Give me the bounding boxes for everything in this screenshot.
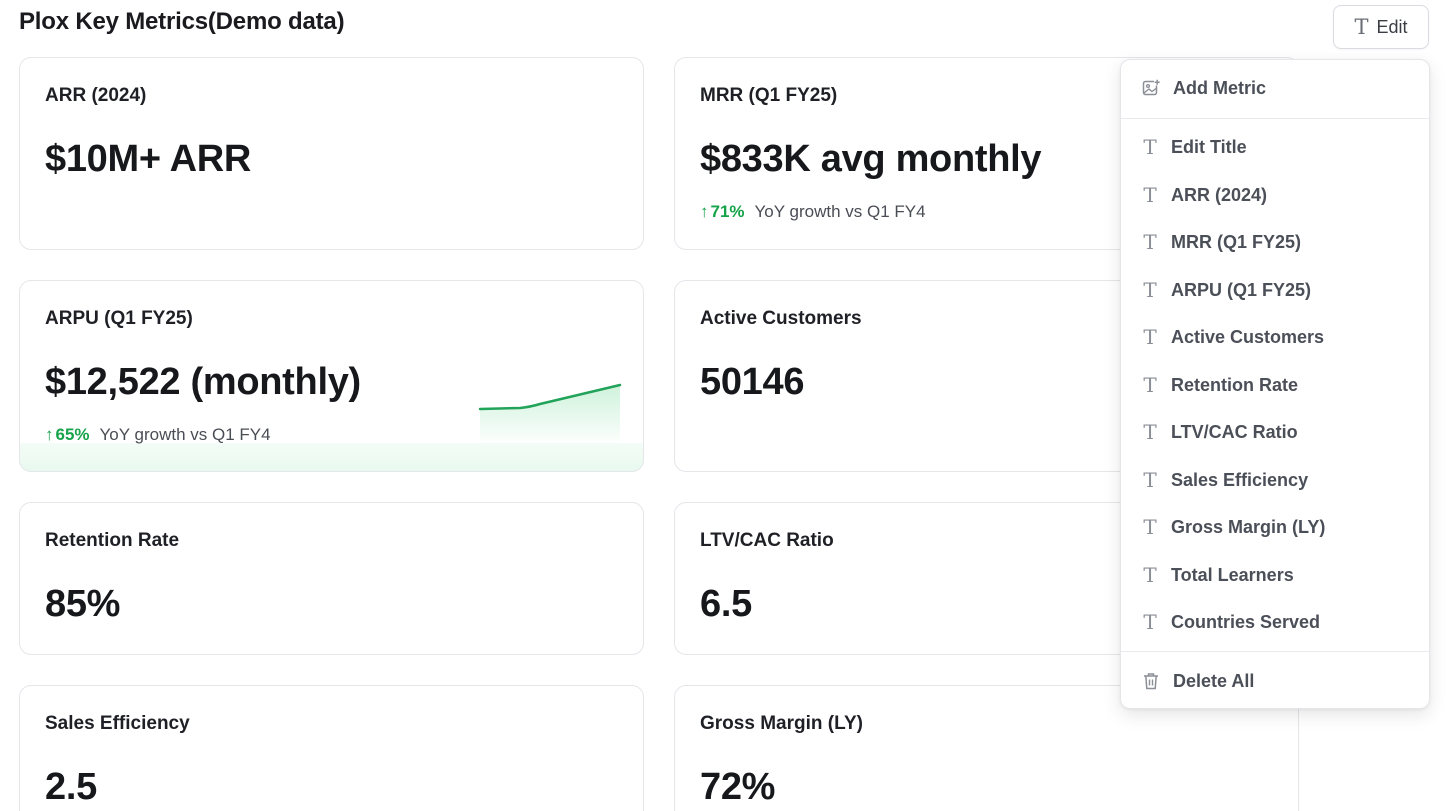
metric-label: Retention Rate	[45, 530, 180, 551]
metric-delta: ↑ 65% YoY growth vs Q1 FY4	[45, 425, 271, 445]
arrow-up-icon: ↑	[700, 202, 709, 221]
metric-value: 6.5	[700, 583, 752, 625]
menu-item-total-learners[interactable]: T Total Learners	[1141, 559, 1294, 591]
delta-percent: 71%	[710, 202, 745, 221]
metric-value: 85%	[45, 583, 121, 625]
page-title: Plox Key Metrics(Demo data)	[19, 8, 345, 35]
menu-item-active-customers[interactable]: T Active Customers	[1141, 321, 1324, 353]
delta-percent: 65%	[55, 425, 90, 444]
menu-item-ltv-cac[interactable]: T LTV/CAC Ratio	[1141, 416, 1298, 448]
menu-item-edit-title[interactable]: T Edit Title	[1141, 131, 1247, 163]
text-t-icon: T	[1354, 15, 1369, 39]
menu-divider	[1121, 118, 1429, 119]
metric-value: 2.5	[45, 766, 97, 808]
menu-item-label: LTV/CAC Ratio	[1171, 421, 1298, 442]
delta-description: YoY growth vs Q1 FY4	[99, 425, 271, 444]
metric-label: Active Customers	[700, 308, 862, 329]
sparkline-band	[20, 443, 643, 471]
metric-value: $833K avg monthly	[700, 138, 1042, 180]
delta-group: ↑ 71%	[700, 202, 745, 222]
metric-label: MRR (Q1 FY25)	[700, 85, 838, 106]
metric-card-arpu[interactable]: ARPU (Q1 FY25) $12,522 (monthly) ↑ 65% Yo…	[19, 280, 644, 472]
sparkline-chart	[478, 383, 622, 441]
delta-description: YoY growth vs Q1 FY4	[754, 202, 926, 221]
sparkline-line	[478, 383, 622, 411]
image-plus-icon	[1142, 79, 1161, 96]
arrow-up-icon: ↑	[45, 425, 54, 444]
menu-item-label: Add Metric	[1173, 77, 1267, 98]
menu-item-label: Edit Title	[1171, 136, 1247, 157]
metric-label: Sales Efficiency	[45, 713, 190, 734]
menu-item-retention-rate[interactable]: T Retention Rate	[1141, 369, 1298, 401]
text-t-icon: T	[1143, 278, 1157, 302]
edit-button[interactable]: T Edit	[1333, 5, 1429, 49]
metric-delta: ↑ 71% YoY growth vs Q1 FY4	[700, 202, 926, 222]
text-t-icon: T	[1143, 420, 1157, 444]
metric-value: $10M+ ARR	[45, 138, 252, 180]
menu-divider	[1121, 651, 1429, 652]
sparkline-area	[480, 385, 620, 441]
menu-item-gross-margin[interactable]: T Gross Margin (LY)	[1141, 511, 1325, 543]
metric-label: LTV/CAC Ratio	[700, 530, 834, 551]
menu-item-label: Countries Served	[1171, 611, 1321, 632]
text-t-icon: T	[1143, 183, 1157, 207]
menu-item-label: Active Customers	[1171, 326, 1325, 347]
menu-item-label: Delete All	[1173, 670, 1255, 691]
metric-value: $12,522 (monthly)	[45, 361, 361, 403]
metric-label: ARPU (Q1 FY25)	[45, 308, 193, 329]
edit-dropdown-menu: Add Metric T Edit Title T ARR (2024) T M…	[1120, 59, 1430, 709]
metric-value: 72%	[700, 766, 776, 808]
menu-item-mrr[interactable]: T MRR (Q1 FY25)	[1141, 226, 1301, 258]
menu-item-arpu[interactable]: T ARPU (Q1 FY25)	[1141, 274, 1311, 306]
menu-item-label: Gross Margin (LY)	[1171, 516, 1326, 537]
edit-button-label: Edit	[1376, 16, 1408, 37]
menu-item-label: Total Learners	[1171, 564, 1294, 585]
menu-item-label: MRR (Q1 FY25)	[1171, 231, 1302, 252]
delta-group: ↑ 65%	[45, 425, 90, 445]
text-t-icon: T	[1143, 610, 1157, 634]
text-t-icon: T	[1143, 230, 1157, 254]
text-t-icon: T	[1143, 373, 1157, 397]
menu-item-add-metric[interactable]: Add Metric	[1141, 72, 1266, 104]
menu-item-arr[interactable]: T ARR (2024)	[1141, 179, 1267, 211]
text-t-icon: T	[1143, 515, 1157, 539]
metric-label: ARR (2024)	[45, 85, 147, 106]
menu-item-delete-all[interactable]: Delete All	[1141, 665, 1254, 697]
menu-item-label: ARPU (Q1 FY25)	[1171, 279, 1312, 300]
metric-card-sales-efficiency[interactable]: Sales Efficiency 2.5	[19, 685, 644, 811]
menu-item-label: Retention Rate	[1171, 374, 1299, 395]
menu-item-label: Sales Efficiency	[1171, 469, 1309, 490]
text-t-icon: T	[1143, 135, 1157, 159]
metric-card-arr[interactable]: ARR (2024) $10M+ ARR	[19, 57, 644, 250]
metric-label: Gross Margin (LY)	[700, 713, 863, 734]
menu-item-countries-served[interactable]: T Countries Served	[1141, 606, 1320, 638]
metric-value: 50146	[700, 361, 805, 403]
trash-icon	[1144, 673, 1158, 690]
menu-item-sales-efficiency[interactable]: T Sales Efficiency	[1141, 464, 1308, 496]
menu-item-label: ARR (2024)	[1171, 184, 1268, 205]
text-t-icon: T	[1143, 563, 1157, 587]
text-t-icon: T	[1143, 325, 1157, 349]
text-t-icon: T	[1143, 468, 1157, 492]
metric-card-retention-rate[interactable]: Retention Rate 85%	[19, 502, 644, 655]
